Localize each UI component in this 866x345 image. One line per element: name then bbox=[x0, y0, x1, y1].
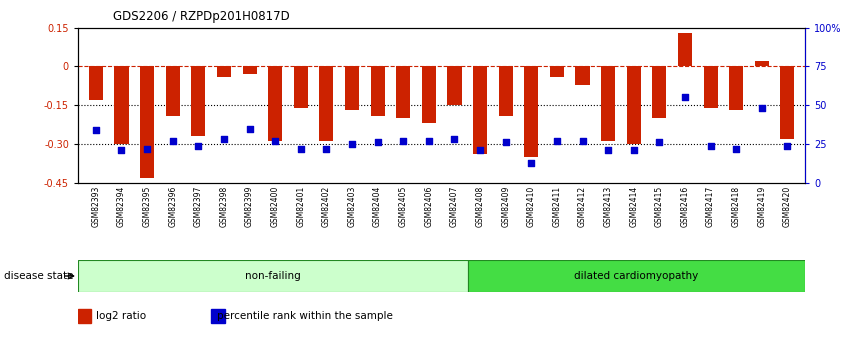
Bar bbox=[499, 66, 513, 116]
Point bbox=[499, 140, 513, 145]
Text: percentile rank within the sample: percentile rank within the sample bbox=[217, 311, 393, 321]
Point bbox=[627, 148, 641, 153]
Bar bbox=[601, 66, 615, 141]
Bar bbox=[371, 66, 385, 116]
Bar bbox=[524, 66, 539, 157]
Point bbox=[165, 138, 179, 144]
Bar bbox=[397, 66, 410, 118]
Point bbox=[652, 140, 666, 145]
Point bbox=[422, 138, 436, 144]
Point bbox=[320, 146, 333, 151]
Bar bbox=[729, 66, 743, 110]
Bar bbox=[422, 66, 436, 124]
Point bbox=[191, 143, 205, 148]
Text: non-failing: non-failing bbox=[245, 271, 301, 281]
Point bbox=[755, 106, 769, 111]
Point bbox=[217, 137, 231, 142]
Bar bbox=[345, 66, 359, 110]
Bar bbox=[448, 66, 462, 105]
Bar bbox=[755, 61, 769, 66]
Text: dilated cardiomyopathy: dilated cardiomyopathy bbox=[574, 271, 699, 281]
Point bbox=[601, 148, 615, 153]
Bar bbox=[473, 66, 488, 155]
Point bbox=[294, 146, 307, 151]
Bar bbox=[216, 66, 231, 77]
Bar bbox=[678, 33, 692, 66]
Bar bbox=[114, 66, 128, 144]
Bar bbox=[703, 66, 718, 108]
Point bbox=[473, 148, 487, 153]
Bar bbox=[140, 66, 154, 178]
Point bbox=[704, 143, 718, 148]
Point bbox=[576, 138, 590, 144]
Bar bbox=[89, 66, 103, 100]
Point bbox=[114, 148, 128, 153]
Bar bbox=[627, 66, 641, 144]
Point bbox=[345, 141, 359, 147]
Text: disease state: disease state bbox=[4, 271, 74, 281]
Bar bbox=[191, 66, 205, 136]
Point bbox=[550, 138, 564, 144]
Bar bbox=[550, 66, 564, 77]
Point bbox=[268, 138, 282, 144]
Bar bbox=[211, 309, 224, 323]
Bar bbox=[242, 66, 256, 74]
Point bbox=[448, 137, 462, 142]
Point bbox=[89, 127, 103, 133]
Point bbox=[371, 140, 385, 145]
Point bbox=[397, 138, 410, 144]
Point bbox=[729, 146, 743, 151]
Bar bbox=[780, 66, 794, 139]
Point bbox=[140, 146, 154, 151]
Bar bbox=[78, 260, 468, 292]
Bar bbox=[652, 66, 667, 118]
Point bbox=[242, 126, 256, 131]
Text: GDS2206 / RZPDp201H0817D: GDS2206 / RZPDp201H0817D bbox=[113, 10, 289, 23]
Point bbox=[678, 95, 692, 100]
Bar bbox=[468, 260, 805, 292]
Bar bbox=[165, 66, 180, 116]
Text: log2 ratio: log2 ratio bbox=[96, 311, 146, 321]
Bar bbox=[268, 66, 282, 141]
Point bbox=[780, 143, 794, 148]
Bar bbox=[576, 66, 590, 85]
Bar bbox=[320, 66, 333, 141]
Bar bbox=[78, 309, 91, 323]
Bar bbox=[294, 66, 307, 108]
Point bbox=[525, 160, 539, 166]
